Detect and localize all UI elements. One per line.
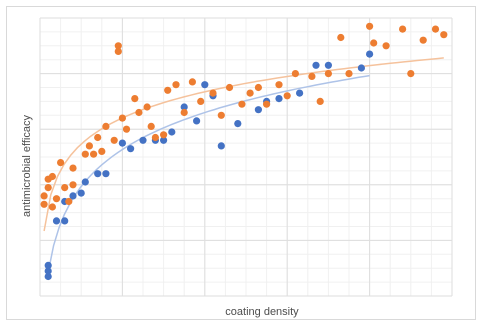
data-point-series-2 [98, 147, 106, 155]
data-point-series-2 [110, 136, 118, 144]
data-point-series-2 [114, 42, 122, 50]
data-point-series-2 [345, 70, 353, 78]
data-point-series-2 [122, 125, 131, 133]
data-point-series-2 [69, 181, 77, 189]
trendline-series-2 [43, 57, 444, 232]
data-point-series-2 [143, 103, 151, 111]
data-point-series-2 [366, 22, 374, 30]
data-point-series-1 [44, 261, 52, 269]
chart-frame [6, 6, 476, 320]
data-point-series-1 [61, 217, 69, 225]
data-point-series-2 [164, 86, 172, 94]
data-point-series-2 [238, 100, 246, 108]
data-point-series-2 [81, 150, 89, 158]
data-point-series-1 [69, 192, 77, 200]
data-points [40, 22, 448, 281]
data-point-series-2 [135, 108, 143, 117]
data-point-series-2 [61, 184, 69, 192]
data-point-series-2 [382, 42, 390, 50]
data-point-series-2 [40, 200, 48, 208]
data-point-series-2 [118, 114, 126, 122]
data-point-series-1 [160, 136, 168, 144]
data-point-series-2 [431, 25, 440, 33]
data-point-series-1 [180, 103, 188, 111]
data-point-series-2 [48, 172, 57, 181]
data-point-series-2 [188, 78, 196, 86]
data-point-series-2 [65, 197, 73, 206]
data-point-series-1 [254, 106, 262, 114]
data-point-series-2 [275, 81, 283, 89]
data-point-series-2 [52, 195, 61, 203]
data-point-series-1 [234, 120, 242, 128]
data-point-series-2 [131, 95, 139, 103]
data-point-series-1 [193, 117, 201, 125]
data-point-series-2 [94, 133, 102, 142]
trendlines [43, 57, 444, 273]
data-point-series-1 [102, 170, 110, 178]
data-point-series-2 [85, 142, 93, 150]
data-point-series-1 [275, 95, 283, 103]
data-point-series-1 [324, 61, 332, 69]
data-point-series-2 [419, 36, 427, 44]
trendline-series-1 [47, 74, 370, 273]
data-point-series-1 [44, 272, 52, 281]
data-point-series-1 [81, 178, 89, 186]
y-axis-label: antimicrobial efficacy [21, 115, 33, 217]
data-point-series-1 [366, 50, 374, 58]
data-point-series-2 [57, 159, 65, 167]
data-point-series-1 [139, 136, 147, 144]
data-point-series-2 [308, 72, 316, 80]
data-point-series-2 [197, 97, 205, 105]
data-point-series-1 [168, 128, 176, 136]
data-point-series-2 [172, 81, 180, 89]
data-point-series-2 [399, 25, 407, 33]
data-point-series-2 [316, 97, 324, 105]
data-point-series-1 [52, 217, 61, 225]
data-point-series-2 [69, 164, 77, 172]
data-point-series-1 [44, 267, 52, 275]
data-point-series-2 [440, 31, 448, 39]
data-point-series-2 [151, 133, 159, 142]
data-point-series-2 [324, 70, 332, 78]
data-point-series-2 [147, 122, 155, 130]
data-point-series-2 [263, 100, 271, 108]
data-point-series-2 [283, 92, 291, 100]
minor-gridlines [39, 17, 453, 297]
data-point-series-1 [201, 81, 209, 89]
data-point-series-2 [246, 89, 254, 97]
data-point-series-2 [225, 83, 234, 92]
data-point-series-2 [180, 108, 188, 117]
data-point-series-1 [77, 189, 85, 197]
data-point-series-2 [160, 131, 168, 139]
data-point-series-2 [209, 89, 217, 97]
data-point-series-2 [291, 70, 299, 78]
data-point-series-2 [114, 47, 122, 56]
data-point-series-2 [254, 83, 262, 92]
data-point-series-2 [337, 33, 345, 42]
data-point-series-1 [312, 61, 320, 69]
data-point-series-1 [118, 139, 126, 147]
data-point-series-2 [407, 70, 415, 78]
data-point-series-2 [90, 150, 98, 158]
data-point-series-1 [357, 64, 365, 72]
major-gridlines [39, 17, 453, 297]
data-point-series-2 [370, 39, 378, 47]
data-point-series-1 [217, 142, 225, 150]
data-point-series-1 [127, 145, 135, 153]
data-point-series-1 [94, 170, 102, 178]
data-point-series-1 [296, 89, 304, 97]
x-axis-label: coating density [225, 306, 299, 318]
data-point-series-2 [48, 203, 57, 211]
data-point-series-2 [217, 111, 225, 119]
data-point-series-2 [44, 184, 52, 192]
data-point-series-2 [40, 192, 48, 200]
data-point-series-2 [102, 122, 110, 130]
